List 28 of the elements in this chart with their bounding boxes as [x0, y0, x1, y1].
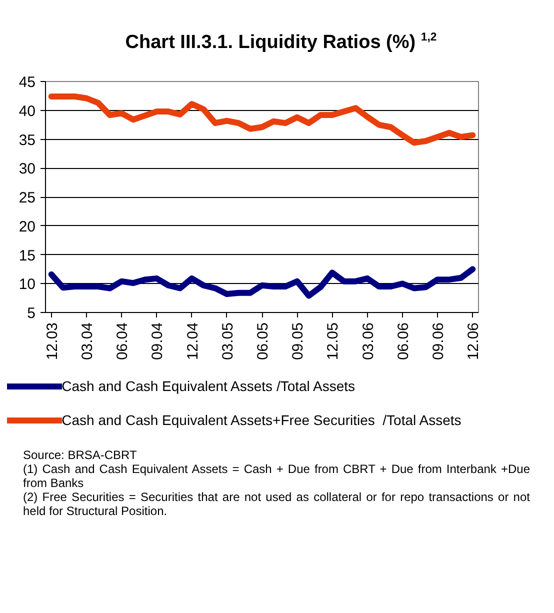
legend-label: Cash and Cash Equivalent Assets+Free Securities /Total Assets [62, 412, 462, 428]
x-tick-label: 06.06 [394, 322, 412, 360]
source-note: Source: BRSA-CBRT [23, 448, 137, 462]
y-tick-label: 15 [18, 247, 36, 264]
x-tick-label: 09.06 [430, 322, 448, 360]
x-tick-label: 09.04 [149, 322, 166, 360]
y-tick-label: 35 [18, 132, 36, 149]
x-tick-label: 03.05 [219, 322, 236, 360]
x-tick-label: 12.06 [465, 322, 482, 360]
chart-title: Chart III.3.1. Liquidity Ratios (%) $^{1,2}$ [125, 30, 437, 55]
legend-label: Cash and Cash Equivalent Assets /Total Assets [62, 378, 356, 394]
y-tick-label: 25 [18, 190, 36, 207]
text: (1) Cash and Cash Equivalent Assets = Cash + Due from CBRT + Due from Interbank +Due from Banks [23, 462, 530, 490]
y-tick-label: 40 [18, 103, 36, 120]
y-tick-label: 20 [18, 218, 36, 236]
x-tick-label: 06.04 [114, 322, 132, 360]
y-tick-label: 45 [18, 74, 36, 92]
x-tick-label: 03.04 [78, 322, 96, 360]
x-tick-label: 12.04 [184, 322, 202, 360]
x-tick-label: 12.05 [324, 322, 342, 360]
x-tick-label: 12.03 [44, 322, 61, 360]
y-tick-label: 10 [18, 276, 36, 294]
text: (2) Free Securities = Securities that are not used as collateral or for repo transactions or not held for Structural Position. [23, 490, 530, 518]
x-tick-label: 09.05 [290, 322, 307, 360]
x-tick-label: 03.06 [360, 322, 377, 360]
y-tick-label: 30 [18, 160, 36, 178]
y-tick-label: 5 [27, 305, 36, 322]
x-tick-label: 06.05 [254, 322, 272, 360]
